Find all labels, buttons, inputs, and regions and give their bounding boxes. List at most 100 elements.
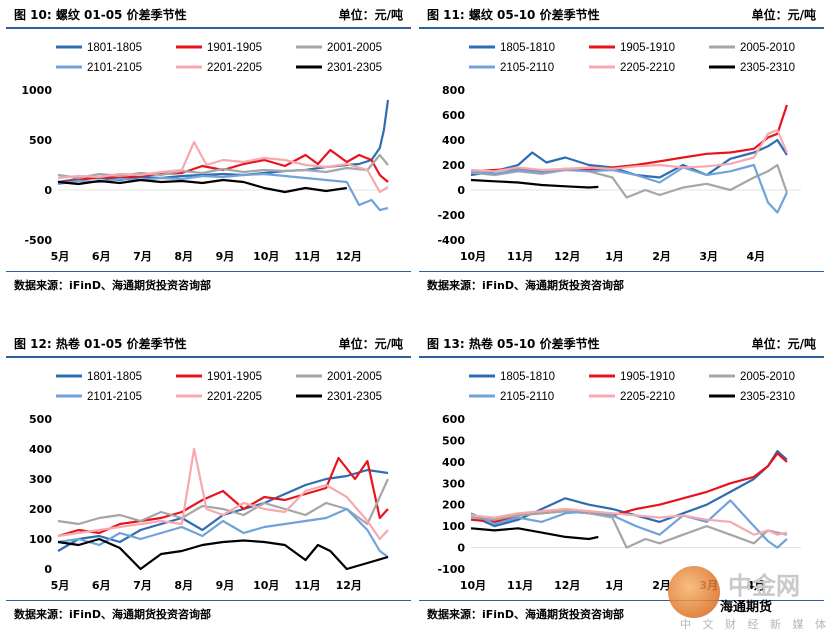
y-tick-label: 600 <box>442 413 465 426</box>
chart-svg: -400 -200 0 200 400 600 800 10月 11月 12月 1月 2月 3月 4月 18… <box>437 42 801 263</box>
series-line-2001-2005 <box>57 478 390 526</box>
panel-header: 图 11: 螺纹 05-10 价差季节性 单位：元/吨 <box>419 0 824 30</box>
series-line-1801-1805 <box>57 468 389 552</box>
x-tick-label: 4月 <box>747 250 766 263</box>
legend-label: 2101-2105 <box>87 62 142 74</box>
y-tick-label: 100 <box>442 520 465 533</box>
y-tick-label: 600 <box>442 109 465 122</box>
x-tick-label: 1月 <box>605 579 624 592</box>
header-divider <box>419 27 824 29</box>
y-tick-label: 100 <box>29 533 52 546</box>
x-tick-label: 12月 <box>554 250 580 263</box>
header-divider <box>419 356 824 358</box>
legend-label: 2201-2205 <box>207 62 262 74</box>
header-divider <box>6 27 411 29</box>
y-tick-label: 200 <box>29 503 52 516</box>
legend-label: 2305-2310 <box>740 62 795 74</box>
legend-label: 2301-2305 <box>327 62 382 74</box>
y-tick-label: 0 <box>44 184 52 197</box>
x-tick-label: 9月 <box>216 250 235 263</box>
series-line-2201-2205 <box>57 140 389 194</box>
x-tick-label: 3月 <box>699 250 718 263</box>
header-divider <box>6 356 411 358</box>
x-tick-label: 7月 <box>133 579 152 592</box>
chart-unit: 单位：元/吨 <box>338 8 403 22</box>
x-tick-label: 12月 <box>336 250 362 263</box>
series-line-2105-2110 <box>470 499 788 549</box>
legend-label: 2101-2105 <box>87 391 142 403</box>
legend-label: 2301-2305 <box>327 391 382 403</box>
chart-source: 数据来源：iFinD、海通期货投资咨询部 <box>427 279 625 292</box>
y-tick-label: 500 <box>29 413 52 426</box>
legend-label: 2205-2210 <box>620 391 675 403</box>
legend-label: 2305-2310 <box>740 391 795 403</box>
watermark-logo-icon <box>668 566 720 618</box>
legend-label: 2001-2005 <box>327 371 382 383</box>
chart-svg: -500 0 500 1000 5月 6月 7月 8月 9月 10月 11月 12月 1801-1805… <box>21 42 390 263</box>
legend-label: 2005-2010 <box>740 42 795 54</box>
x-tick-label: 8月 <box>174 579 193 592</box>
watermark-brand: 中金网 <box>728 571 800 600</box>
series-line-2101-2105 <box>57 507 389 558</box>
x-tick-label: 2月 <box>652 579 671 592</box>
series-line-2005-2010 <box>470 510 788 549</box>
y-tick-label: 0 <box>44 563 52 576</box>
y-tick-label: 1000 <box>21 84 52 97</box>
legend-label: 2105-2110 <box>500 391 554 403</box>
x-tick-label: 11月 <box>294 579 320 592</box>
y-tick-label: 0 <box>457 184 465 197</box>
legend-label: 2001-2005 <box>327 42 382 54</box>
chart-unit: 单位：元/吨 <box>751 8 816 22</box>
y-tick-label: 400 <box>442 134 465 147</box>
chart-source: 数据来源：iFinD、海通期货投资咨询部 <box>14 279 212 292</box>
chart-source: 数据来源：iFinD、海通期货投资咨询部 <box>14 608 212 621</box>
y-tick-label: 500 <box>442 434 465 447</box>
y-tick-label: -500 <box>24 234 52 247</box>
watermark: 中金网 海通期货 中 文 财 经 新 媒 体 <box>660 560 830 640</box>
chart-title: 图 11: 螺纹 05-10 价差季节性 <box>427 8 600 22</box>
y-tick-label: 0 <box>457 542 465 555</box>
x-tick-label: 6月 <box>92 579 111 592</box>
x-tick-label: 7月 <box>133 250 152 263</box>
chart-svg: 0 100 200 300 400 500 5月 6月 7月 8月 9月 10月 11月 12月 1801-… <box>29 371 390 592</box>
legend-label: 2201-2205 <box>207 391 262 403</box>
legend-label: 1901-1905 <box>207 42 262 54</box>
chart-title: 图 10: 螺纹 01-05 价差季节性 <box>14 8 187 22</box>
x-tick-label: 10月 <box>253 579 279 592</box>
footer-divider <box>419 271 824 272</box>
y-tick-label: 400 <box>442 456 465 469</box>
series-line-2305-2310 <box>470 527 599 541</box>
x-tick-label: 8月 <box>174 250 193 263</box>
x-tick-label: 9月 <box>216 579 235 592</box>
chart-title: 图 12: 热卷 01-05 价差季节性 <box>14 337 187 351</box>
series-line-2305-2310 <box>470 178 599 189</box>
y-tick-label: 400 <box>29 443 52 456</box>
x-tick-label: 5月 <box>51 579 70 592</box>
series-line-2205-2210 <box>470 507 788 536</box>
panel-rebar-01-05: 图 10: 螺纹 01-05 价差季节性 单位：元/吨 -500 0 500 1000… <box>6 0 411 310</box>
y-tick-label: 500 <box>29 134 52 147</box>
x-tick-label: 12月 <box>336 579 362 592</box>
x-tick-label: 10月 <box>253 250 279 263</box>
footer-divider <box>6 600 411 601</box>
series-line-2301-2305 <box>57 178 347 194</box>
legend-label: 1901-1905 <box>207 371 262 383</box>
footer-divider <box>6 271 411 272</box>
panel-rebar-05-10: 图 11: 螺纹 05-10 价差季节性 单位：元/吨 -400 -200 0 200… <box>419 0 824 310</box>
chart-svg: -100010020030040050060010月11月12月1月2月3月4月… <box>437 371 801 592</box>
chart-title: 图 13: 热卷 05-10 价差季节性 <box>427 337 600 351</box>
series-line-2201-2205 <box>57 447 389 541</box>
legend-label: 1801-1805 <box>87 42 142 54</box>
x-tick-label: 11月 <box>507 250 533 263</box>
chart-unit: 单位：元/吨 <box>338 337 403 351</box>
legend-label: 1805-1810 <box>500 371 555 383</box>
y-tick-label: -100 <box>437 563 465 576</box>
panel-hrc-01-05: 图 12: 热卷 01-05 价差季节性 单位：元/吨 0 100 200 300 40… <box>6 329 411 639</box>
series-line-1901-1905 <box>57 148 389 185</box>
x-tick-label: 10月 <box>460 579 486 592</box>
y-tick-label: -400 <box>437 234 465 247</box>
x-tick-label: 4月 <box>747 579 766 592</box>
x-tick-label: 10月 <box>460 250 486 263</box>
y-tick-label: 300 <box>29 473 52 486</box>
legend-label: 1905-1910 <box>620 42 675 54</box>
